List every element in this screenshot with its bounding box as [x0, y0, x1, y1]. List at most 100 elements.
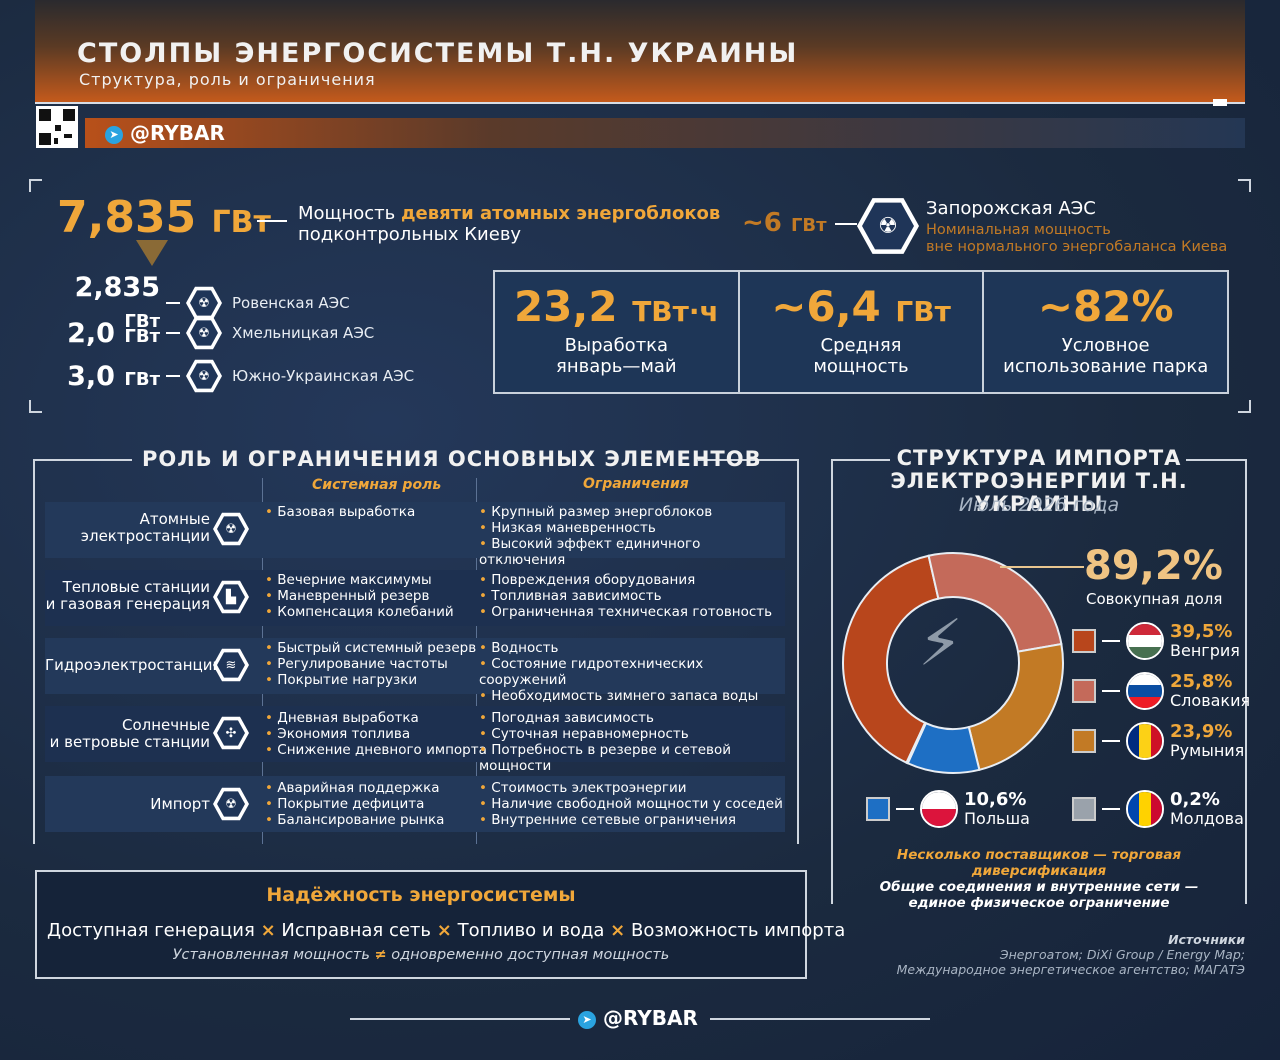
imports-title: СТРУКТУРА ИМПОРТА ЭЛЕКТРОЭНЕРГИИ Т.Н. УК… — [830, 447, 1248, 516]
desc-bold: девяти атомных энергоблоков — [401, 203, 721, 224]
stat-label: Условное — [1061, 335, 1150, 356]
nuclear-plant-icon: ☢ — [190, 290, 218, 316]
list-item: Вечерние максимумы — [265, 572, 454, 588]
legend-pct: 25,8% — [1170, 671, 1233, 692]
thermal-plant-icon: ▙ — [217, 584, 245, 610]
list-item: Необходимость зимнего запаса воды — [479, 688, 785, 704]
lightning-icon: ⚡ — [918, 607, 963, 681]
wind-solar-icon: ✣ — [217, 720, 245, 746]
row-name-2: электростанции — [80, 527, 210, 545]
plant-name: Ровенская АЭС — [232, 294, 350, 312]
list-item: Высокий эффект единичного отключения — [479, 536, 785, 568]
row-name-2: и газовая генерация — [45, 595, 210, 613]
plant-value: 3,0 ГВт — [40, 361, 160, 392]
legend-moldova: 0,2% Молдова — [1072, 790, 1244, 828]
legend-poland: 10,6% Польша — [866, 790, 1030, 828]
reliability-title: Надёжность энергосистемы — [266, 884, 576, 906]
zaes-value-unit: ГВт — [790, 215, 827, 236]
plant-hex: ☢ — [186, 316, 222, 350]
zaes-name: Запорожская АЭС — [926, 198, 1096, 219]
nuclear-plant-icon: ☢ — [862, 202, 914, 250]
hungary-flag-icon — [1126, 622, 1164, 660]
list-item: Низкая маневренность — [479, 520, 785, 536]
sources: Источники Энергоатом; DiXi Group / Energ… — [897, 932, 1245, 977]
footer-brand-label: @RYBAR — [602, 1006, 698, 1030]
plant-value-number: 2,0 — [67, 317, 115, 349]
donut-slice-Словакия — [927, 552, 1063, 653]
row-name-2: и ветровые станции — [49, 733, 210, 751]
total-share-value: 89,2% — [1084, 543, 1223, 589]
row-hex: ☢ — [213, 512, 249, 546]
plant-value-number: 2,835 — [74, 272, 160, 303]
stats-panel: 23,2 ТВт·ч Выработка январь—май ~6,4 ГВт … — [493, 270, 1229, 394]
list-item: Потребность в резерве и сетевой мощности — [479, 742, 785, 774]
plant-connector — [166, 332, 180, 334]
nuclear-total-description: Мощность девяти атомных энергоблоков под… — [298, 203, 720, 245]
plant-connector — [166, 302, 180, 304]
legend-connector — [1102, 740, 1120, 742]
legend-country: Венгрия — [1170, 641, 1240, 660]
footer-brand[interactable]: ➤ @RYBAR — [578, 1006, 698, 1030]
legend-text: 10,6% Польша — [964, 790, 1030, 828]
reliability-note-left: Установленная мощность — [172, 947, 370, 963]
table-row: Импорт ☢ Аварийная поддержкаПокрытие деф… — [45, 776, 785, 832]
legend-pct: 23,9% — [1170, 721, 1233, 742]
hydro-plant-icon: ≋ — [217, 652, 245, 678]
plant-value-unit: ГВт — [124, 311, 160, 332]
list-item: Стоимость электроэнергии — [479, 780, 783, 796]
brand-label: @RYBAR — [129, 121, 225, 145]
row-name-1: Тепловые станции — [62, 578, 210, 596]
list-item: Водность — [479, 640, 785, 656]
legend-romania: 23,9% Румыния — [1072, 722, 1244, 760]
qr-code[interactable] — [36, 106, 78, 148]
telegram-icon: ➤ — [105, 125, 123, 144]
stat-avg-power: ~6,4 ГВт Средняя мощность — [740, 272, 985, 392]
desc-plain: Мощность — [298, 203, 401, 224]
reliability-note-right: одновременно доступная мощность — [391, 947, 670, 963]
sources-line: Международное энергетическое агентство; … — [896, 962, 1245, 977]
role-list: Базовая выработка — [265, 504, 415, 520]
legend-text: 0,2% Молдова — [1170, 790, 1244, 828]
import-donut-chart — [842, 552, 1064, 774]
stat-value: 23,2 — [513, 282, 618, 331]
list-item: Погодная зависимость — [479, 710, 785, 726]
reliability-item: Возможность импорта — [630, 920, 846, 941]
zaes-note-1: Номинальная мощность — [926, 222, 1111, 238]
stat-unit: ТВт·ч — [632, 295, 719, 328]
header-divider — [35, 102, 1245, 104]
role-list: Быстрый системный резервРегулирование ча… — [265, 640, 476, 688]
list-item: Дневная выработка — [265, 710, 487, 726]
role-list: Дневная выработкаЭкономия топливаСнижени… — [265, 710, 487, 758]
imports-title-2: ЭЛЕКТРОЭНЕРГИИ Т.Н. УКРАИНЫ — [890, 469, 1188, 516]
imports-section-frame — [831, 459, 1247, 904]
legend-pct: 10,6% — [964, 789, 1027, 810]
legend-slovakia: 25,8% Словакия — [1072, 672, 1250, 710]
reliability-items: Доступная генерация × Исправная сеть × Т… — [47, 920, 845, 941]
plant-value-unit: ГВт — [124, 368, 160, 390]
legend-pct: 0,2% — [1170, 789, 1220, 810]
legend-swatch — [1072, 629, 1096, 653]
legend-country: Словакия — [1170, 691, 1251, 710]
list-item: Состояние гидротехнических сооружений — [479, 656, 785, 688]
limits-list: Повреждения оборудованияТопливная зависи… — [479, 572, 772, 620]
nuclear-total-value: 7,835 — [57, 192, 197, 243]
stat-value: ~6,4 — [771, 282, 881, 331]
import-icon: ☢ — [217, 791, 245, 817]
header-tick — [1213, 99, 1227, 106]
row-name: Атомные электростанции — [45, 511, 210, 545]
sources-title: Источники — [1168, 932, 1245, 947]
donut-slice-Венгрия — [842, 554, 940, 765]
times-icon: × — [436, 920, 452, 941]
connector-line — [257, 220, 287, 222]
row-name: Солнечные и ветровые станции — [45, 717, 210, 751]
plant-value-number: 3,0 — [67, 360, 115, 392]
list-item: Топливная зависимость — [479, 588, 772, 604]
row-hex: ▙ — [213, 580, 249, 614]
imports-title-1: СТРУКТУРА ИМПОРТА — [896, 446, 1182, 470]
romania-flag-icon — [1126, 722, 1164, 760]
legend-connector — [1102, 690, 1120, 692]
plant-hex: ☢ — [186, 359, 222, 393]
brand-handle[interactable]: ➤ @RYBAR — [105, 121, 225, 145]
legend-swatch — [1072, 729, 1096, 753]
limits-list: Крупный размер энергоблоковНизкая маневр… — [479, 504, 785, 568]
